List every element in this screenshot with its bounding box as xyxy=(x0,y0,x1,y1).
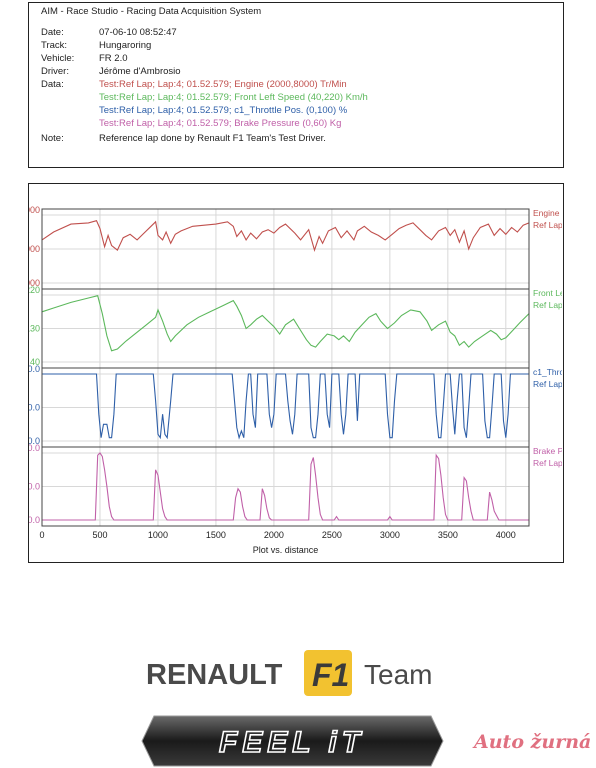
legend-entry: c1_Throttle Pos xyxy=(533,367,562,377)
header-row-label: Track: xyxy=(41,40,68,51)
chart-svg: 800050002000EngineRef Lap22013040Front L… xyxy=(29,205,562,555)
x-tick-label: 2000 xyxy=(264,530,284,540)
team-word: Team xyxy=(364,659,432,690)
header-row-value: Reference lap done by Renault F1 Team's … xyxy=(99,133,326,144)
y-tick-label: 0.0 xyxy=(29,436,40,446)
y-tick-label: 220 xyxy=(29,285,40,295)
plot-frame xyxy=(41,208,530,527)
series-line-0 xyxy=(41,220,530,252)
x-tick-label: 2500 xyxy=(322,530,342,540)
report-title: AIM - Race Studio - Racing Data Acquisit… xyxy=(41,6,262,17)
x-tick-label: 3500 xyxy=(438,530,458,540)
series-line-2 xyxy=(42,373,529,440)
y-tick-label: 40 xyxy=(30,357,40,367)
auto-zurnal-text: Auto žurnál xyxy=(472,731,590,753)
header-row-label: Vehicle: xyxy=(41,53,75,64)
header-row-label: Driver: xyxy=(41,66,69,77)
series-line-3 xyxy=(42,452,529,521)
legend-entry: Ref Lap xyxy=(533,300,562,310)
legend-entry: Engine xyxy=(533,208,560,218)
x-axis-label: Plot vs. distance xyxy=(253,545,319,555)
x-tick-label: 1000 xyxy=(148,530,168,540)
f1-badge-text: F1 xyxy=(312,657,349,693)
header-row-value: Test:Ref Lap; Lap:4; 01.52.579; Engine (… xyxy=(99,79,347,90)
header-row-label: Note: xyxy=(41,133,64,144)
legend-entry: Ref Lap xyxy=(533,220,562,230)
feel-it-text: FEEL iT xyxy=(219,726,365,759)
x-tick-label: 1500 xyxy=(206,530,226,540)
header-row-value: Jérôme d'Ambrosio xyxy=(99,66,181,77)
y-tick-label: 5000 xyxy=(29,244,40,254)
header-row-value: Hungaroring xyxy=(99,40,152,51)
x-tick-label: 500 xyxy=(92,530,107,540)
y-tick-label: 8000 xyxy=(29,205,40,215)
legend-entry: Ref Lap xyxy=(533,458,562,468)
logo-area: RENAULT F1 Team FEEL iT Auto žurnál xyxy=(0,600,596,768)
f1-badge xyxy=(304,650,352,696)
x-tick-label: 0 xyxy=(39,530,44,540)
banner-shape xyxy=(141,715,444,767)
auto-zurnal-logo: Auto žurnál xyxy=(472,731,590,753)
y-tick-label: 30.0 xyxy=(29,482,40,492)
y-tick-label: 130 xyxy=(29,324,40,334)
legend-entry: Front Left Spee xyxy=(533,288,562,298)
y-tick-label: 100.0 xyxy=(29,364,40,374)
renault-f1-team-logo: RENAULT F1 Team xyxy=(146,650,432,696)
y-tick-label: 0.0 xyxy=(29,515,40,525)
feel-it-banner: FEEL iT xyxy=(141,715,444,767)
x-tick-label: 4000 xyxy=(496,530,516,540)
y-tick-label: 2000 xyxy=(29,278,40,288)
y-tick-label: 50.0 xyxy=(29,403,40,413)
series-line-1 xyxy=(41,295,530,352)
header-row-value: Test:Ref Lap; Lap:4; 01.52.579; Front Le… xyxy=(99,92,368,103)
header-row-value: Test:Ref Lap; Lap:4; 01.52.579; Brake Pr… xyxy=(99,118,342,129)
header-row-label: Data: xyxy=(41,79,64,90)
header-row-value: 07-06-10 08:52:47 xyxy=(99,27,177,38)
header-row-label: Date: xyxy=(41,27,64,38)
y-tick-label: 60.0 xyxy=(29,443,40,453)
report-header: AIM - Race Studio - Racing Data Acquisit… xyxy=(28,2,564,168)
legend-entry: Brake Pressure xyxy=(533,446,562,456)
legend-entry: Ref Lap xyxy=(533,379,562,389)
renault-word: RENAULT xyxy=(146,659,283,691)
x-tick-label: 3000 xyxy=(380,530,400,540)
header-row-value: FR 2.0 xyxy=(99,53,128,64)
header-row-value: Test:Ref Lap; Lap:4; 01.52.579; c1_Throt… xyxy=(99,105,348,116)
telemetry-chart: 800050002000EngineRef Lap22013040Front L… xyxy=(28,183,564,563)
